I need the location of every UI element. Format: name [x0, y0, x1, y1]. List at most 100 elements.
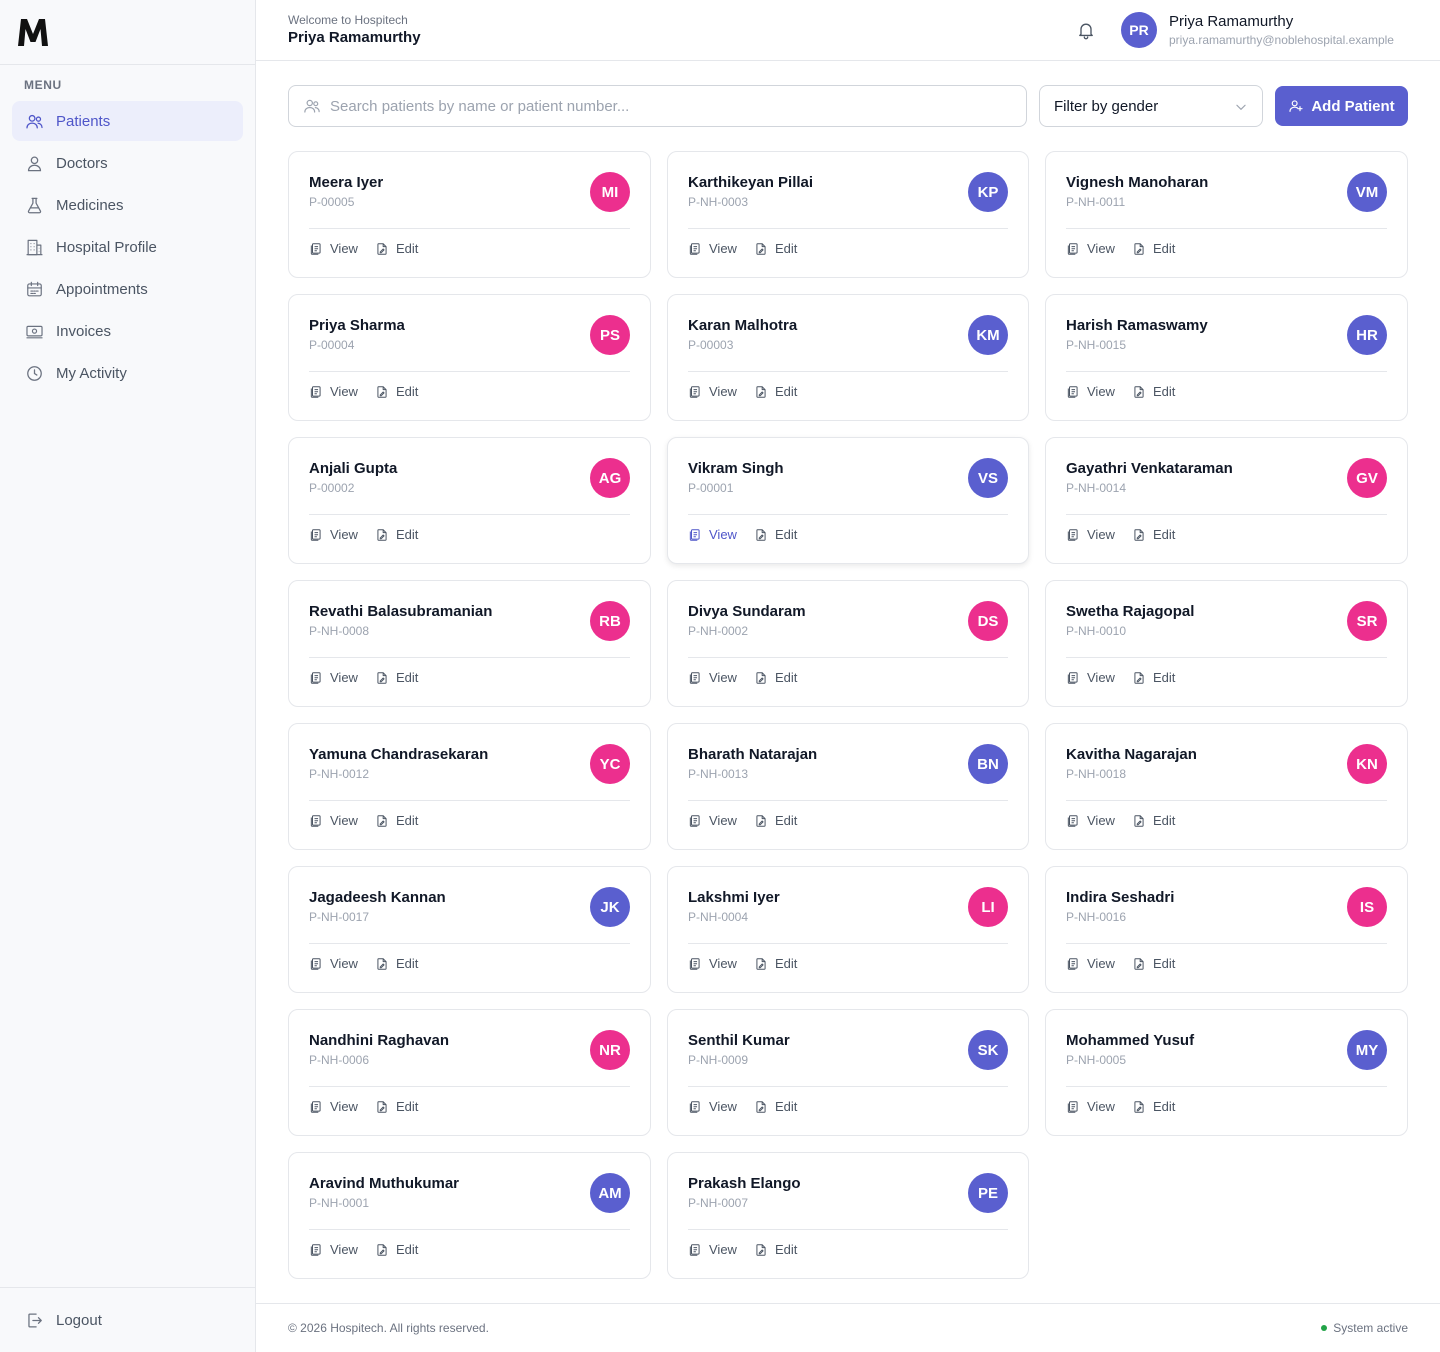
sidebar-item-label: Hospital Profile	[56, 238, 157, 256]
edit-button[interactable]: Edit	[375, 1099, 418, 1114]
patient-card[interactable]: Prakash Elango P-NH-0007 PE View Edit	[667, 1152, 1029, 1279]
edit-button[interactable]: Edit	[375, 813, 418, 828]
edit-button[interactable]: Edit	[375, 956, 418, 971]
view-button[interactable]: View	[1066, 670, 1115, 685]
edit-button[interactable]: Edit	[1132, 384, 1175, 399]
patient-avatar: KP	[968, 172, 1008, 212]
edit-button[interactable]: Edit	[754, 670, 797, 685]
patient-card[interactable]: Yamuna Chandrasekaran P-NH-0012 YC View Edit	[288, 723, 651, 850]
bell-icon[interactable]	[1076, 20, 1096, 40]
edit-button[interactable]: Edit	[1132, 813, 1175, 828]
view-button[interactable]: View	[688, 670, 737, 685]
patient-card[interactable]: Senthil Kumar P-NH-0009 SK View Edit	[667, 1009, 1029, 1136]
patient-card[interactable]: Gayathri Venkataraman P-NH-0014 GV View Edit	[1045, 437, 1408, 564]
edit-button[interactable]: Edit	[754, 1099, 797, 1114]
banknote-icon	[24, 321, 44, 341]
sidebar-item-doctors[interactable]: Doctors	[12, 143, 243, 183]
clipboard-icon	[309, 1243, 323, 1257]
edit-button[interactable]: Edit	[1132, 527, 1175, 542]
patient-number: P-NH-0010	[1066, 624, 1127, 638]
patient-card[interactable]: Kavitha Nagarajan P-NH-0018 KN View Edit	[1045, 723, 1408, 850]
patient-card[interactable]: Swetha Rajagopal P-NH-0010 SR View Edit	[1045, 580, 1408, 707]
edit-button[interactable]: Edit	[375, 241, 418, 256]
edit-button[interactable]: Edit	[754, 956, 797, 971]
sidebar-item-invoices[interactable]: Invoices	[12, 311, 243, 351]
view-button[interactable]: View	[309, 813, 358, 828]
patient-card[interactable]: Nandhini Raghavan P-NH-0006 NR View Edit	[288, 1009, 651, 1136]
sidebar-item-medicines[interactable]: Medicines	[12, 185, 243, 225]
edit-button[interactable]: Edit	[1132, 670, 1175, 685]
sidebar-item-hospital-profile[interactable]: Hospital Profile	[12, 227, 243, 267]
patient-card[interactable]: Revathi Balasubramanian P-NH-0008 RB View Ed…	[288, 580, 651, 707]
patient-avatar: GV	[1347, 458, 1387, 498]
view-button[interactable]: View	[688, 241, 737, 256]
sidebar-item-patients[interactable]: Patients	[12, 101, 243, 141]
patient-avatar: NR	[590, 1030, 630, 1070]
patient-card[interactable]: Anjali Gupta P-00002 AG View Edit	[288, 437, 651, 564]
patient-number: P-NH-0012	[309, 767, 370, 781]
logo-icon[interactable]	[17, 17, 49, 47]
edit-button[interactable]: Edit	[1132, 956, 1175, 971]
patient-card[interactable]: Karthikeyan Pillai P-NH-0003 KP View Edit	[667, 151, 1029, 278]
add-patient-button[interactable]: Add Patient	[1275, 86, 1408, 126]
view-button[interactable]: View	[1066, 527, 1115, 542]
view-button[interactable]: View	[688, 956, 737, 971]
patient-avatar: SR	[1347, 601, 1387, 641]
view-button[interactable]: View	[688, 384, 737, 399]
view-button[interactable]: View	[1066, 813, 1115, 828]
view-button[interactable]: View	[309, 670, 358, 685]
view-button[interactable]: View	[309, 527, 358, 542]
view-button[interactable]: View	[1066, 384, 1115, 399]
edit-button[interactable]: Edit	[754, 813, 797, 828]
edit-button[interactable]: Edit	[1132, 241, 1175, 256]
edit-button[interactable]: Edit	[754, 527, 797, 542]
gender-filter-select[interactable]: Filter by gender	[1039, 85, 1263, 127]
view-button[interactable]: View	[688, 1099, 737, 1114]
view-button[interactable]: View	[1066, 1099, 1115, 1114]
patient-card[interactable]: Aravind Muthukumar P-NH-0001 AM View Edit	[288, 1152, 651, 1279]
card-divider	[1066, 1086, 1387, 1087]
card-divider	[309, 1086, 630, 1087]
view-button[interactable]: View	[309, 1099, 358, 1114]
view-button[interactable]: View	[309, 1242, 358, 1257]
sidebar-item-appointments[interactable]: Appointments	[12, 269, 243, 309]
edit-button[interactable]: Edit	[375, 1242, 418, 1257]
edit-button[interactable]: Edit	[375, 384, 418, 399]
view-button[interactable]: View	[309, 241, 358, 256]
logout-button[interactable]: Logout	[12, 1300, 243, 1340]
patient-card[interactable]: Indira Seshadri P-NH-0016 IS View Edit	[1045, 866, 1408, 993]
edit-button[interactable]: Edit	[754, 241, 797, 256]
file-edit-icon	[754, 242, 768, 256]
welcome-text: Welcome to Hospitech	[288, 13, 408, 27]
patient-card[interactable]: Jagadeesh Kannan P-NH-0017 JK View Edit	[288, 866, 651, 993]
patient-card[interactable]: Karan Malhotra P-00003 KM View Edit	[667, 294, 1029, 421]
patient-card[interactable]: Meera Iyer P-00005 MI View Edit	[288, 151, 651, 278]
view-button[interactable]: View	[688, 813, 737, 828]
patient-card[interactable]: Vignesh Manoharan P-NH-0011 VM View Edit	[1045, 151, 1408, 278]
view-button[interactable]: View	[309, 384, 358, 399]
search-box[interactable]	[288, 85, 1027, 127]
view-button[interactable]: View	[1066, 241, 1115, 256]
patient-card[interactable]: Lakshmi Iyer P-NH-0004 LI View Edit	[667, 866, 1029, 993]
search-input[interactable]	[330, 97, 1026, 115]
clipboard-icon	[688, 385, 702, 399]
view-button[interactable]: View	[688, 1242, 737, 1257]
edit-button[interactable]: Edit	[754, 384, 797, 399]
edit-button[interactable]: Edit	[375, 670, 418, 685]
view-button[interactable]: View	[1066, 956, 1115, 971]
patient-card[interactable]: Bharath Natarajan P-NH-0013 BN View Edit	[667, 723, 1029, 850]
edit-button[interactable]: Edit	[1132, 1099, 1175, 1114]
patient-card[interactable]: Vikram Singh P-00001 VS View Edit	[667, 437, 1029, 564]
patient-card[interactable]: Harish Ramaswamy P-NH-0015 HR View Edit	[1045, 294, 1408, 421]
edit-button[interactable]: Edit	[754, 1242, 797, 1257]
edit-label: Edit	[774, 956, 798, 971]
sidebar-item-my-activity[interactable]: My Activity	[12, 353, 243, 393]
user-avatar[interactable]: PR	[1121, 12, 1157, 48]
patient-number: P-NH-0013	[688, 767, 749, 781]
patient-card[interactable]: Mohammed Yusuf P-NH-0005 MY View Edit	[1045, 1009, 1408, 1136]
patient-card[interactable]: Priya Sharma P-00004 PS View Edit	[288, 294, 651, 421]
patient-card[interactable]: Divya Sundaram P-NH-0002 DS View Edit	[667, 580, 1029, 707]
view-button[interactable]: View	[688, 527, 737, 542]
edit-button[interactable]: Edit	[375, 527, 418, 542]
view-button[interactable]: View	[309, 956, 358, 971]
